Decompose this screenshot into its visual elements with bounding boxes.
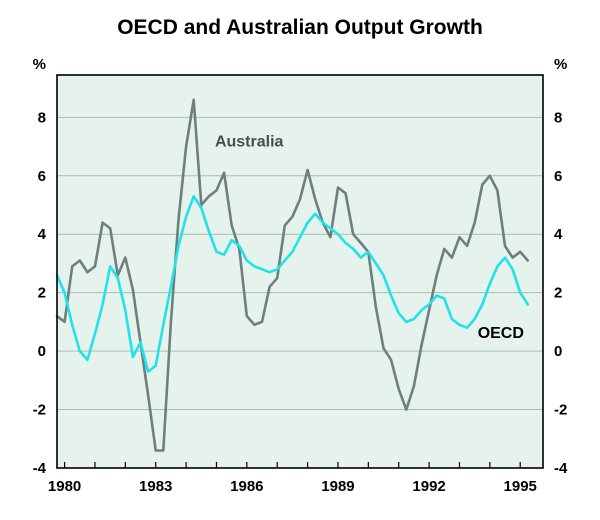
plot-border [56, 74, 544, 469]
y-axis-label-right: 6 [554, 168, 562, 185]
y-axis-label-right: 4 [554, 226, 563, 243]
x-axis-label: 1992 [412, 478, 445, 495]
series-label-oecd: OECD [478, 325, 524, 342]
series-line-oecd [55, 195, 530, 373]
y-axis-label-left: -4 [33, 460, 47, 477]
x-axis-label: 1995 [504, 478, 537, 495]
y-unit-label-left: % [33, 56, 46, 73]
y-axis-label-right: 2 [554, 285, 562, 302]
y-axis-label-left: -2 [33, 402, 46, 419]
y-axis-label-left: 6 [38, 168, 46, 185]
plot-area [57, 75, 543, 468]
chart-title: OECD and Australian Output Growth [117, 16, 483, 39]
y-axis-label-right: -4 [554, 460, 568, 477]
y-axis-label-right: -2 [554, 402, 567, 419]
y-axis-label-left: 4 [38, 226, 47, 243]
y-axis-label-right: 0 [554, 343, 562, 360]
x-axis-label: 1980 [48, 478, 81, 495]
x-axis-label: 1983 [139, 478, 172, 495]
series-line-australia [55, 98, 530, 452]
x-axis-label: 1986 [230, 478, 263, 495]
y-axis-label-left: 2 [38, 285, 46, 302]
y-axis-label-left: 0 [38, 343, 46, 360]
y-axis-label-right: 8 [554, 109, 562, 126]
x-axis-label: 1989 [321, 478, 354, 495]
y-axis-label-left: 8 [38, 109, 46, 126]
y-unit-label-right: % [554, 56, 567, 73]
series-label-australia: Australia [215, 134, 284, 151]
